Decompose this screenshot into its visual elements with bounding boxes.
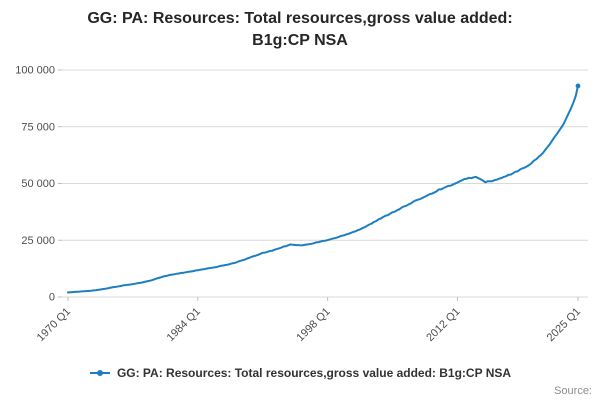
x-axis-tick-label: 2025 Q1 <box>545 306 583 344</box>
legend-marker-dot <box>96 370 103 376</box>
y-axis-tick-label: 0 <box>49 292 55 304</box>
x-axis-tick-label: 1970 Q1 <box>35 306 73 344</box>
y-axis-tick-label: 50 000 <box>21 178 55 190</box>
legend-line-marker <box>89 370 110 376</box>
y-axis-tick-label: 100 000 <box>15 65 55 77</box>
legend-label: GG: PA: Resources: Total resources,gross… <box>116 366 512 380</box>
chart-title: GG: PA: Resources: Total resources,gross… <box>87 10 513 49</box>
x-axis-tick-label: 1984 Q1 <box>165 306 203 344</box>
series-end-point <box>575 83 581 89</box>
legend[interactable]: GG: PA: Resources: Total resources,gross… <box>0 366 600 380</box>
y-axis-tick-label: 75 000 <box>21 121 55 133</box>
y-axis-tick-label: 25 000 <box>21 235 55 247</box>
x-axis-tick-label: 2012 Q1 <box>424 306 462 344</box>
series-line <box>67 84 579 294</box>
source-label: Source: <box>554 385 592 397</box>
x-axis-tick-label: 1998 Q1 <box>294 306 332 344</box>
